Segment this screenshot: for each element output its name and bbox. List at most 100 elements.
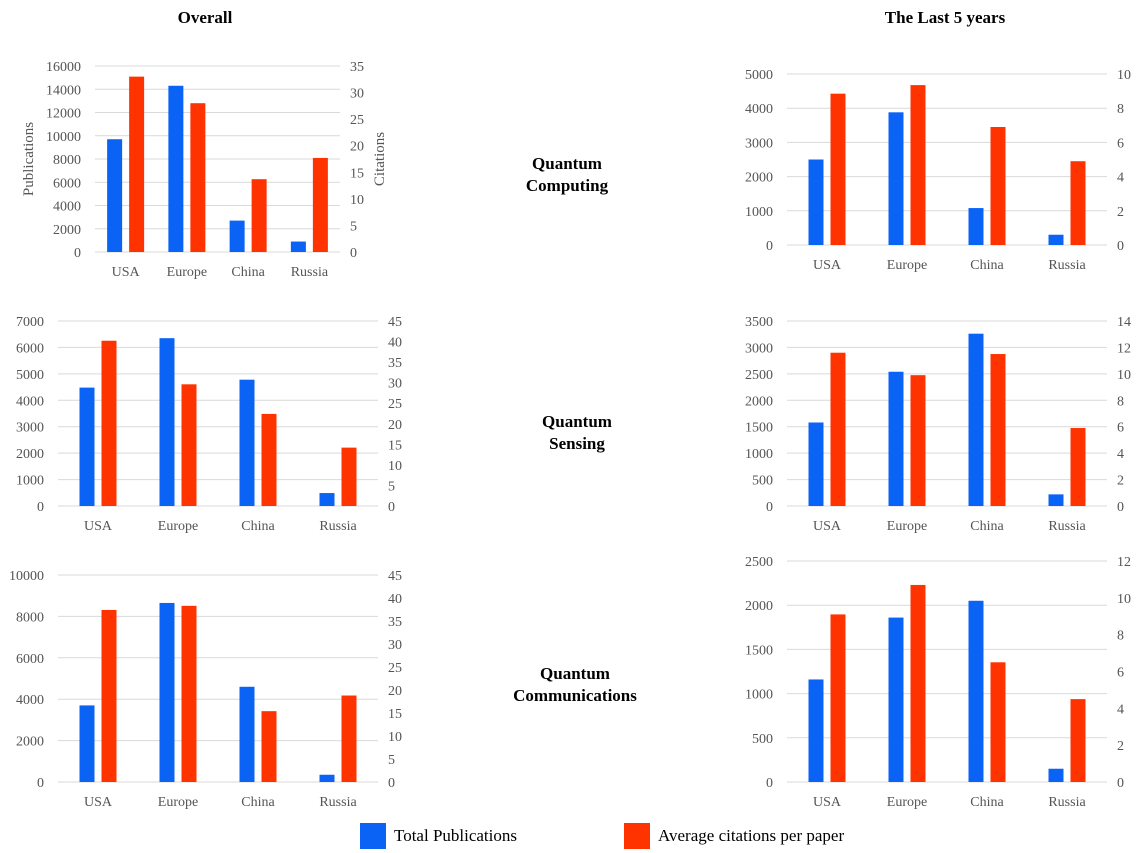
computing-overall-ytick-label: 2000 <box>53 223 81 238</box>
computing-last5-ytick-label: 1000 <box>745 205 773 220</box>
communications-overall-y2tick-label: 10 <box>388 730 402 745</box>
communications-overall-y2tick-label: 15 <box>388 707 402 722</box>
communications-overall-y2tick-label: 45 <box>388 569 402 584</box>
computing-overall-ylabel: Publications <box>21 122 37 196</box>
sensing-last5-bar-citations-russia <box>1070 428 1086 506</box>
row-label-computing-line2: Computing <box>525 176 609 195</box>
communications-overall-ytick-label: 2000 <box>16 735 44 750</box>
sensing-last5-ytick-label: 1000 <box>745 447 773 462</box>
sensing-last5-ytick-label: 0 <box>766 500 773 515</box>
computing-overall-bar-citations-europe <box>190 103 206 252</box>
communications-overall-category-label: Europe <box>158 795 198 810</box>
legend-swatch-publications <box>360 823 386 849</box>
communications-last5-bar-citations-russia <box>1070 699 1086 782</box>
communications-overall-y2tick-label: 20 <box>388 684 402 699</box>
computing-last5-y2tick-label: 6 <box>1117 136 1124 151</box>
sensing-overall-ytick-label: 1000 <box>16 474 44 489</box>
sensing-last5-y2tick-label: 4 <box>1117 447 1124 462</box>
communications-last5-bar-publications-usa <box>808 679 824 782</box>
legend-label-citations: Average citations per paper <box>658 826 845 845</box>
sensing-overall-y2tick-label: 25 <box>388 397 402 412</box>
communications-overall-category-label: Russia <box>319 795 357 810</box>
computing-last5-ytick-label: 4000 <box>745 102 773 117</box>
sensing-overall-y2tick-label: 0 <box>388 500 395 515</box>
sensing-last5-bar-citations-china <box>990 354 1006 506</box>
communications-last5-bar-publications-russia <box>1048 768 1064 782</box>
sensing-overall-bar-citations-china <box>261 413 277 506</box>
sensing-overall-bar-publications-russia <box>319 493 335 506</box>
sensing-last5-ytick-label: 3500 <box>745 315 773 330</box>
computing-overall-bar-citations-china <box>251 179 267 252</box>
computing-overall-bar-citations-russia <box>312 157 328 252</box>
sensing-overall-ytick-label: 6000 <box>16 341 44 356</box>
sensing-overall-y2tick-label: 20 <box>388 418 402 433</box>
computing-overall-bar-publications-china <box>229 220 245 252</box>
sensing-last5-ytick-label: 2000 <box>745 394 773 409</box>
legend-item-citations: Average citations per paper <box>624 823 844 849</box>
sensing-last5-ytick-label: 1500 <box>745 421 773 436</box>
computing-last5-category-label: Europe <box>887 258 927 273</box>
sensing-overall-ytick-label: 3000 <box>16 421 44 436</box>
computing-overall-y2tick-label: 10 <box>350 193 364 208</box>
communications-last5-bar-publications-europe <box>888 617 904 782</box>
communications-overall-y2tick-label: 35 <box>388 615 402 630</box>
computing-overall-y2tick-label: 25 <box>350 113 364 128</box>
computing-overall-category-label: Europe <box>167 265 207 280</box>
communications-overall-bar-citations-china <box>261 711 277 782</box>
row-label-computing: Quantum Computing <box>467 153 667 197</box>
communications-overall-ytick-label: 8000 <box>16 610 44 625</box>
row-label-sensing-line1: Quantum <box>542 412 612 431</box>
communications-overall-ytick-label: 0 <box>37 776 44 791</box>
computing-overall-y2tick-label: 35 <box>350 60 364 75</box>
sensing-last5-ytick-label: 500 <box>752 474 773 489</box>
computing-overall-bar-citations-usa <box>129 76 145 252</box>
communications-last5-category-label: Russia <box>1048 795 1086 810</box>
computing-last5-ytick-label: 0 <box>766 239 773 254</box>
computing-overall-y2tick-label: 30 <box>350 87 364 102</box>
sensing-last5-y2tick-label: 6 <box>1117 421 1124 436</box>
computing-last5-ytick-label: 3000 <box>745 136 773 151</box>
computing-overall-ytick-label: 8000 <box>53 153 81 168</box>
computing-overall-ytick-label: 16000 <box>46 60 81 75</box>
communications-last5-bar-publications-china <box>968 600 984 782</box>
sensing-overall-category-label: China <box>241 519 275 534</box>
computing-overall-y2tick-label: 0 <box>350 246 357 261</box>
computing-overall-ytick-label: 4000 <box>53 200 81 215</box>
communications-last5-y2tick-label: 8 <box>1117 629 1124 644</box>
sensing-overall-y2tick-label: 40 <box>388 336 402 351</box>
sensing-overall-bar-publications-usa <box>79 387 95 506</box>
communications-last5-ytick-label: 1000 <box>745 688 773 703</box>
communications-last5-category-label: China <box>970 795 1004 810</box>
legend-label-publications: Total Publications <box>394 826 517 845</box>
sensing-last5-ytick-label: 3000 <box>745 341 773 356</box>
communications-overall-bar-publications-russia <box>319 774 335 782</box>
computing-overall-category-label: USA <box>112 265 141 280</box>
sensing-overall-y2tick-label: 10 <box>388 459 402 474</box>
legend-item-publications: Total Publications <box>360 823 517 849</box>
computing-last5-category-label: USA <box>813 258 842 273</box>
computing-overall-category-label: China <box>231 265 265 280</box>
communications-overall-bar-citations-russia <box>341 695 357 782</box>
sensing-overall-bar-citations-russia <box>341 447 357 506</box>
communications-overall-y2tick-label: 25 <box>388 661 402 676</box>
sensing-overall-category-label: Russia <box>319 519 357 534</box>
communications-last5-ytick-label: 2500 <box>745 555 773 570</box>
sensing-overall-y2tick-label: 5 <box>388 479 395 494</box>
sensing-overall-ytick-label: 5000 <box>16 368 44 383</box>
computing-last5-ytick-label: 5000 <box>745 68 773 83</box>
computing-overall-category-label: Russia <box>291 265 329 280</box>
communications-overall-bar-citations-usa <box>101 609 117 782</box>
communications-last5-ytick-label: 1500 <box>745 643 773 658</box>
legend: Total Publications Average citations per… <box>0 823 1146 853</box>
sensing-last5-y2tick-label: 12 <box>1117 341 1131 356</box>
computing-overall-ytick-label: 14000 <box>46 83 81 98</box>
communications-last5-y2tick-label: 0 <box>1117 776 1124 791</box>
sensing-last5-bar-publications-europe <box>888 371 904 506</box>
column-title-last-5-years: The Last 5 years <box>884 8 1006 27</box>
communications-last5-y2tick-label: 6 <box>1117 666 1124 681</box>
sensing-last5-y2tick-label: 14 <box>1117 315 1131 330</box>
sensing-last5-ytick-label: 2500 <box>745 368 773 383</box>
computing-last5-bar-publications-usa <box>808 159 824 245</box>
sensing-overall-ytick-label: 7000 <box>16 315 44 330</box>
computing-overall-y2tick-label: 5 <box>350 219 357 234</box>
